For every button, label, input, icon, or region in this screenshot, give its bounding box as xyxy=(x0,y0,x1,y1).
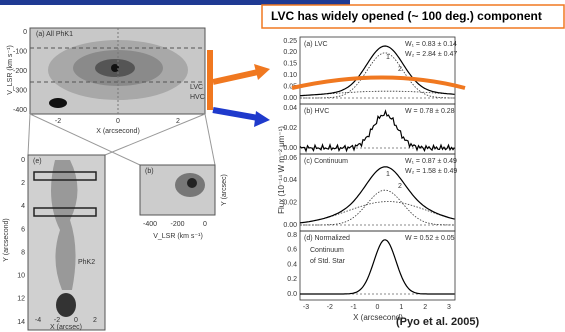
y-tick-label: 0.04 xyxy=(283,105,297,112)
y-tick-label: -100 xyxy=(13,48,27,55)
component-label: 1 xyxy=(386,171,390,178)
y-tick-label: 8 xyxy=(21,249,25,256)
lvc-bar xyxy=(207,50,213,110)
y-tick-label: 2 xyxy=(21,180,25,187)
x-tick-label: -2 xyxy=(55,118,61,125)
x-tick-label: 1 xyxy=(399,304,403,311)
knot-label: PhK2 xyxy=(78,259,95,266)
contour xyxy=(187,178,197,188)
x-tick-label: 0 xyxy=(116,118,120,125)
y-tick-label: -300 xyxy=(13,87,27,94)
fit-result: W = 0.78 ± 0.28 xyxy=(405,108,455,115)
y-tick-label: 0.10 xyxy=(283,72,297,79)
slide: LVC has widely opened (~ 100 deg.) compo… xyxy=(0,0,565,332)
y-tick-label: 0.20 xyxy=(283,49,297,56)
x-tick-label: 2 xyxy=(93,317,97,324)
beam xyxy=(49,98,67,108)
fit-result: W₂ = 1.58 ± 0.49 xyxy=(405,168,457,175)
x-tick-label: 0 xyxy=(74,317,78,324)
fit-result: W₁ = 0.83 ± 0.14 xyxy=(405,41,457,48)
axis-label: V_LSR (km s⁻¹) xyxy=(153,233,203,240)
x-tick-label: -200 xyxy=(170,221,184,228)
callout-text: LVC has widely opened (~ 100 deg.) compo… xyxy=(271,9,542,23)
x-tick-label: 2 xyxy=(423,304,427,311)
x-tick-label: -3 xyxy=(303,304,309,311)
axis-label: Flux (10⁻¹⁴ W m⁻² μm⁻¹) xyxy=(277,126,286,214)
x-tick-label: 0 xyxy=(203,221,207,228)
y-tick-label: 14 xyxy=(17,319,25,326)
y-tick-label: 0.4 xyxy=(287,261,297,268)
y-tick-label: 0 xyxy=(21,157,25,164)
axis-label: X (arcsec) xyxy=(50,324,82,331)
panel-label: (b) xyxy=(145,168,154,175)
x-tick-label: 3 xyxy=(447,304,451,311)
hvc-label: HVC xyxy=(190,94,205,101)
y-tick-label: 10 xyxy=(17,273,25,280)
y-tick-label: 0.00 xyxy=(283,222,297,229)
y-tick-label: 0.2 xyxy=(287,276,297,283)
component-label: 2 xyxy=(398,66,402,73)
component-label: 1 xyxy=(386,54,390,61)
fit-result: W₂ = 2.84 ± 0.47 xyxy=(405,51,457,58)
panel-label: (e) xyxy=(33,158,42,165)
y-tick-label: 12 xyxy=(17,296,25,303)
x-tick-label: -400 xyxy=(143,221,157,228)
axis-label: X (arcsecond) xyxy=(96,128,140,135)
y-tick-label: 0.8 xyxy=(287,232,297,239)
y-tick-label: 4 xyxy=(21,203,25,210)
x-tick-label: -1 xyxy=(351,304,357,311)
lvc-label: LVC xyxy=(190,84,203,91)
x-tick-label: 0 xyxy=(376,304,380,311)
y-tick-label: 0.15 xyxy=(283,61,297,68)
panel-label: (c) Continuum xyxy=(304,158,348,165)
x-tick-label: -2 xyxy=(327,304,333,311)
axis-label: Y (arcsec) xyxy=(221,174,228,206)
panel-label: (b) HVC xyxy=(304,108,329,115)
y-tick-label: -400 xyxy=(13,107,27,114)
panel-label: (a) LVC xyxy=(304,41,328,48)
component-label: 2 xyxy=(398,183,402,190)
x-tick-label: -4 xyxy=(35,317,41,324)
panel-label: (a) All PhK1 xyxy=(36,31,73,38)
fit-result: W₁ = 0.87 ± 0.49 xyxy=(405,158,457,165)
panel-note: of Std. Star xyxy=(310,258,346,265)
y-tick-label: 0 xyxy=(23,29,27,36)
y-tick-label: 0.0 xyxy=(287,291,297,298)
axis-label: Y (arcsecond) xyxy=(3,218,10,261)
y-tick-label: 6 xyxy=(21,226,25,233)
citation: (Pyo et al. 2005) xyxy=(396,316,479,328)
y-tick-label: 0.00 xyxy=(283,95,297,102)
x-tick-label: -2 xyxy=(54,317,60,324)
y-tick-label: 0.25 xyxy=(283,38,297,45)
y-tick-label: 0.6 xyxy=(287,247,297,254)
star-image xyxy=(56,293,76,317)
panel-label: (d) Normalized xyxy=(304,235,350,242)
fit-result: W = 0.52 ± 0.05 xyxy=(405,235,455,242)
panel-note: Continuum xyxy=(310,247,344,254)
x-tick-label: 2 xyxy=(176,118,180,125)
y-tick-label: -200 xyxy=(13,68,27,75)
